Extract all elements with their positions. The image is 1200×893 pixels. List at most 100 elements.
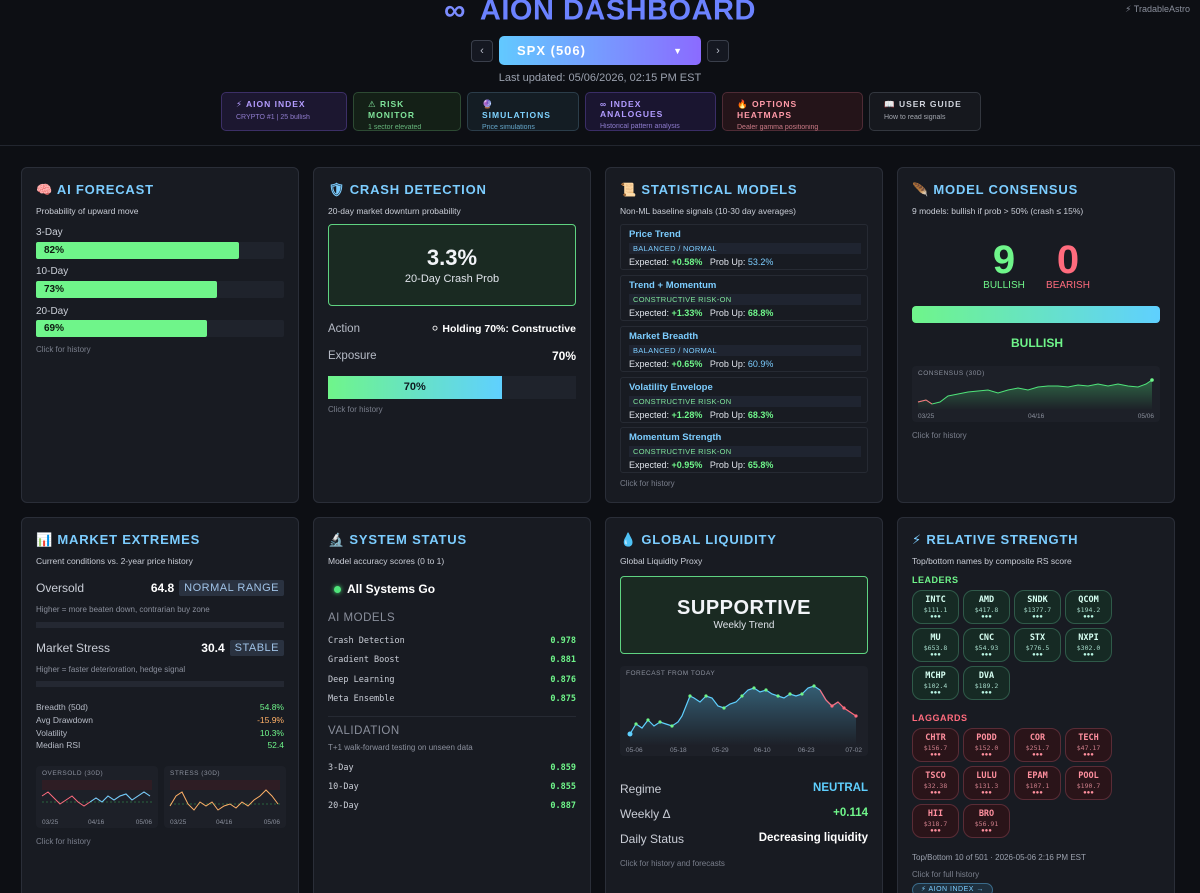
oversold-bar	[36, 622, 284, 628]
chip-ticker: CHTR	[925, 733, 946, 743]
stress-badge: STABLE	[229, 640, 284, 656]
chart-title: FORECAST FROM TODAY	[626, 670, 716, 677]
ticker-chip-tech[interactable]: TECH $47.17 ●●●	[1065, 728, 1112, 762]
history-link[interactable]: Click for history	[36, 345, 91, 354]
ticker-chip-nxpi[interactable]: NXPI $302.0 ●●●	[1065, 628, 1112, 662]
expected-value: +1.28%	[671, 410, 703, 420]
ticker-chip-qcom[interactable]: QCOM $194.2 ●●●	[1065, 590, 1112, 624]
tab-user-guide[interactable]: 📖 USER GUIDE How to read signals	[869, 92, 981, 131]
liquidity-trend-value: SUPPORTIVE	[677, 597, 811, 619]
tab-aion-index[interactable]: ⚡ AION INDEX CRYPTO #1 | 25 bullish	[221, 92, 347, 131]
consensus-chart: CONSENSUS (30D) 03/25 04/16 05/06	[912, 366, 1160, 422]
ticker-chip-epam[interactable]: EPAM $107.1 ●●●	[1014, 766, 1061, 800]
tab-index-analogues[interactable]: ∞ INDEX ANALOGUES Historical pattern ana…	[585, 92, 716, 131]
market-extremes-card[interactable]: 📊 MARKET EXTREMES Current conditions vs.…	[21, 517, 299, 893]
model-expected: Expected: +1.28% Prob Up: 68.3%	[629, 410, 859, 420]
ticker-chip-tsco[interactable]: TSCO $32.38 ●●●	[912, 766, 959, 800]
exposure-label: Exposure	[328, 350, 377, 362]
ticker-chip-lulu[interactable]: LULU $131.3 ●●●	[963, 766, 1010, 800]
chip-dots-icon: ●●●	[1083, 614, 1094, 620]
prev-ticker-button[interactable]: ‹	[471, 39, 493, 62]
history-link[interactable]: Click for history and forecasts	[620, 859, 725, 868]
score-label: Crash Detection	[328, 636, 405, 646]
system-status-card: 🔬 SYSTEM STATUS Model accuracy scores (0…	[313, 517, 591, 893]
consensus-bar	[912, 306, 1160, 323]
expected-value: +0.95%	[671, 460, 703, 470]
expected-value: +0.58%	[671, 257, 703, 267]
oversold-badge: NORMAL RANGE	[179, 580, 284, 596]
crash-probability-label: 20-Day Crash Prob	[404, 273, 500, 285]
next-ticker-button[interactable]: ›	[707, 39, 729, 62]
crash-detection-card[interactable]: 🛡 CRASH DETECTION 20-day market downturn…	[313, 167, 591, 503]
ticker-select[interactable]: SPX (506) ▼	[499, 36, 701, 65]
ticker-chip-mchp[interactable]: MCHP $102.4 ●●●	[912, 666, 959, 700]
stat-value: 54.8%	[259, 702, 284, 712]
chip-dots-icon: ●●●	[1032, 614, 1043, 620]
chip-price: $653.8	[923, 644, 948, 652]
brand-corner-label[interactable]: ⚡ TradableAstro	[1125, 4, 1190, 14]
consensus-verdict: BULLISH	[1011, 336, 1063, 350]
ticker-chip-cor[interactable]: COR $251.7 ●●●	[1014, 728, 1061, 762]
tab-options-heatmaps[interactable]: 🔥 OPTIONS HEATMAPS Dealer gamma position…	[722, 92, 863, 131]
ticker-chip-intc[interactable]: INTC $111.1 ●●●	[912, 590, 959, 624]
ticker-chip-chtr[interactable]: CHTR $156.7 ●●●	[912, 728, 959, 762]
chip-price: $251.7	[1025, 744, 1050, 752]
aion-index-button[interactable]: ⚡ AION INDEX →	[912, 883, 993, 893]
forecast-bar-3d: 82%	[36, 242, 240, 259]
model-price-trend: Price Trend BALANCED / NORMAL Expected: …	[620, 224, 868, 270]
card-title: ⚡ RELATIVE STRENGTH	[912, 532, 1079, 547]
tab-risk-monitor[interactable]: ⚠ RISK MONITOR 1 sector elevated	[353, 92, 461, 131]
prob-label: Prob Up:	[709, 460, 746, 470]
stat-value: -15.9%	[257, 715, 284, 725]
stat-value: 10.3%	[259, 728, 284, 738]
history-link[interactable]: Click for history	[36, 837, 91, 846]
ticker-chip-hii[interactable]: HII $318.7 ●●●	[912, 804, 959, 838]
model-consensus-card[interactable]: 🪶 MODEL CONSENSUS 9 models: bullish if p…	[897, 167, 1175, 503]
history-link[interactable]: Click for history	[912, 431, 967, 440]
laggards-heading: LAGGARDS	[912, 713, 968, 723]
liquidity-trend-label: Weekly Trend	[713, 620, 775, 631]
chip-price: $32.38	[923, 782, 948, 790]
regime-value: NEUTRAL	[813, 782, 868, 794]
tab-simulations[interactable]: 🔮 SIMULATIONS Price simulations	[467, 92, 579, 131]
ai-forecast-card[interactable]: 🧠 AI FORECAST Probability of upward move…	[21, 167, 299, 503]
expected-label: Expected:	[629, 359, 670, 369]
divider	[328, 716, 576, 717]
ticker-chip-pool[interactable]: POOL $190.7 ●●●	[1065, 766, 1112, 800]
chip-price: $194.2	[1076, 606, 1101, 614]
relative-strength-card[interactable]: ⚡ RELATIVE STRENGTH Top/bottom names by …	[897, 517, 1175, 893]
statistical-models-card[interactable]: 📜 STATISTICAL MODELS Non-ML baseline sig…	[605, 167, 883, 503]
ticker-selector-row: ‹ SPX (506) ▼ ›	[0, 36, 1200, 65]
expected-label: Expected:	[629, 410, 670, 420]
model-expected: Expected: +1.33% Prob Up: 68.8%	[629, 308, 859, 318]
model-regime-tag: BALANCED / NORMAL	[629, 345, 861, 356]
ticker-chip-bro[interactable]: BRO $56.91 ●●●	[963, 804, 1010, 838]
ticker-chip-podd[interactable]: PODD $152.0 ●●●	[963, 728, 1010, 762]
axis-label: 04/16	[1028, 413, 1045, 420]
model-name: Trend + Momentum	[629, 280, 717, 291]
tab-sublabel: Dealer gamma positioning	[737, 124, 819, 131]
expected-value: +1.33%	[671, 308, 703, 318]
history-link[interactable]: Click for history	[620, 479, 675, 488]
chip-dots-icon: ●●●	[930, 828, 941, 834]
chip-dots-icon: ●●●	[930, 690, 941, 696]
ticker-chip-cnc[interactable]: CNC $54.93 ●●●	[963, 628, 1010, 662]
status-dot-icon	[334, 586, 341, 594]
score-value: 0.876	[550, 675, 576, 685]
stress-label: Market Stress	[36, 641, 111, 655]
score-value: 0.859	[550, 763, 576, 773]
history-link[interactable]: Click for history	[328, 405, 383, 414]
ticker-chip-mu[interactable]: MU $653.8 ●●●	[912, 628, 959, 662]
score-value: 0.875	[550, 694, 576, 704]
stat-drawdown: Avg Drawdown -15.9%	[36, 715, 284, 725]
tab-label: ⚡ AION INDEX	[236, 99, 306, 109]
ticker-chip-amd[interactable]: AMD $417.8 ●●●	[963, 590, 1010, 624]
ticker-chip-stx[interactable]: STX $776.5 ●●●	[1014, 628, 1061, 662]
full-history-link[interactable]: Click for full history	[912, 870, 980, 879]
ticker-chip-sndk[interactable]: SNDK $1377.7 ●●●	[1014, 590, 1061, 624]
global-liquidity-card[interactable]: 💧 GLOBAL LIQUIDITY Global Liquidity Prox…	[605, 517, 883, 893]
forecast-label-3d: 3-Day	[36, 227, 63, 238]
card-subtitle: 20-day market downturn probability	[328, 206, 461, 216]
ticker-chip-dva[interactable]: DVA $189.2 ●●●	[963, 666, 1010, 700]
exposure-row: Exposure 70%	[328, 349, 576, 363]
